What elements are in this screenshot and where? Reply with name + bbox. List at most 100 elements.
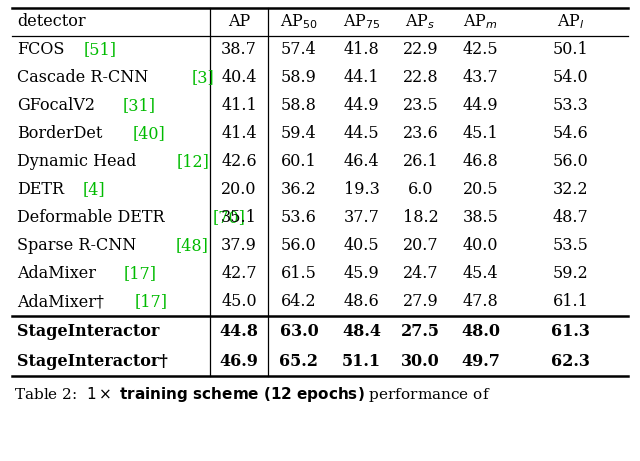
Text: Cascade R-CNN: Cascade R-CNN (17, 70, 148, 87)
Text: 23.6: 23.6 (403, 125, 438, 142)
Text: 46.9: 46.9 (220, 353, 259, 370)
Text: 58.9: 58.9 (281, 70, 317, 87)
Text: 40.0: 40.0 (463, 237, 499, 254)
Text: 51.1: 51.1 (342, 353, 381, 370)
Text: 45.1: 45.1 (463, 125, 499, 142)
Text: AdaMixer: AdaMixer (17, 266, 96, 283)
Text: FCOS: FCOS (17, 41, 65, 59)
Text: AdaMixer†: AdaMixer† (17, 294, 104, 311)
Text: 48.4: 48.4 (342, 323, 381, 339)
Text: GFocalV2: GFocalV2 (17, 97, 95, 114)
Text: AP: AP (228, 13, 250, 30)
Text: detector: detector (17, 13, 86, 30)
Text: Dynamic Head: Dynamic Head (17, 154, 136, 171)
Text: 62.3: 62.3 (551, 353, 590, 370)
Text: 41.8: 41.8 (344, 41, 380, 59)
Text: [40]: [40] (132, 125, 165, 142)
Text: 22.8: 22.8 (403, 70, 438, 87)
Text: 61.3: 61.3 (551, 323, 590, 339)
Text: [48]: [48] (176, 237, 209, 254)
Text: 42.6: 42.6 (221, 154, 257, 171)
Text: [70]: [70] (212, 209, 246, 226)
Text: 43.7: 43.7 (463, 70, 499, 87)
Text: [31]: [31] (123, 97, 156, 114)
Text: 26.1: 26.1 (403, 154, 438, 171)
Text: 58.8: 58.8 (281, 97, 317, 114)
Text: 37.7: 37.7 (344, 209, 380, 226)
Text: 42.5: 42.5 (463, 41, 499, 59)
Text: Sparse R-CNN: Sparse R-CNN (17, 237, 136, 254)
Text: 56.0: 56.0 (281, 237, 317, 254)
Text: 40.5: 40.5 (344, 237, 380, 254)
Text: 50.1: 50.1 (552, 41, 588, 59)
Text: AP$_{75}$: AP$_{75}$ (342, 12, 380, 31)
Text: 59.4: 59.4 (281, 125, 317, 142)
Text: 60.1: 60.1 (281, 154, 317, 171)
Text: 47.8: 47.8 (463, 294, 499, 311)
Text: 27.5: 27.5 (401, 323, 440, 339)
Text: Table 2:  $1\times$ $\bf{training\ scheme\ (12\ epochs)}$ performance of: Table 2: $1\times$ $\bf{training\ scheme… (14, 384, 491, 403)
Text: 54.0: 54.0 (553, 70, 588, 87)
Text: [17]: [17] (124, 266, 157, 283)
Text: [3]: [3] (191, 70, 214, 87)
Text: 48.0: 48.0 (461, 323, 500, 339)
Text: 48.6: 48.6 (344, 294, 380, 311)
Text: 46.4: 46.4 (344, 154, 380, 171)
Text: 24.7: 24.7 (403, 266, 438, 283)
Text: 45.4: 45.4 (463, 266, 499, 283)
Text: 57.4: 57.4 (281, 41, 317, 59)
Text: 22.9: 22.9 (403, 41, 438, 59)
Text: 20.0: 20.0 (221, 182, 257, 199)
Text: 45.9: 45.9 (344, 266, 380, 283)
Text: AP$_{50}$: AP$_{50}$ (280, 12, 318, 31)
Text: 27.9: 27.9 (403, 294, 438, 311)
Text: BorderDet: BorderDet (17, 125, 102, 142)
Text: StageInteractor†: StageInteractor† (17, 353, 168, 370)
Text: 35.1: 35.1 (221, 209, 257, 226)
Text: 53.5: 53.5 (552, 237, 588, 254)
Text: 18.2: 18.2 (403, 209, 438, 226)
Text: 46.8: 46.8 (463, 154, 499, 171)
Text: 54.6: 54.6 (552, 125, 588, 142)
Text: 56.0: 56.0 (552, 154, 588, 171)
Text: 41.4: 41.4 (221, 125, 257, 142)
Text: 59.2: 59.2 (552, 266, 588, 283)
Text: Deformable DETR: Deformable DETR (17, 209, 164, 226)
Text: 45.0: 45.0 (221, 294, 257, 311)
Text: 53.6: 53.6 (281, 209, 317, 226)
Text: 40.4: 40.4 (221, 70, 257, 87)
Text: 61.5: 61.5 (281, 266, 317, 283)
Text: 19.3: 19.3 (344, 182, 380, 199)
Text: AP$_m$: AP$_m$ (463, 12, 498, 31)
Text: 44.1: 44.1 (344, 70, 380, 87)
Text: 63.0: 63.0 (280, 323, 318, 339)
Text: 37.9: 37.9 (221, 237, 257, 254)
Text: 44.8: 44.8 (220, 323, 259, 339)
Text: 53.3: 53.3 (552, 97, 588, 114)
Text: 44.9: 44.9 (344, 97, 380, 114)
Text: 41.1: 41.1 (221, 97, 257, 114)
Text: [17]: [17] (134, 294, 168, 311)
Text: DETR: DETR (17, 182, 64, 199)
Text: 48.7: 48.7 (552, 209, 588, 226)
Text: 6.0: 6.0 (408, 182, 433, 199)
Text: 42.7: 42.7 (221, 266, 257, 283)
Text: 64.2: 64.2 (281, 294, 317, 311)
Text: 65.2: 65.2 (280, 353, 319, 370)
Text: [12]: [12] (176, 154, 209, 171)
Text: 44.5: 44.5 (344, 125, 380, 142)
Text: 38.7: 38.7 (221, 41, 257, 59)
Text: 20.5: 20.5 (463, 182, 499, 199)
Text: 61.1: 61.1 (552, 294, 588, 311)
Text: AP$_s$: AP$_s$ (405, 12, 436, 31)
Text: 44.9: 44.9 (463, 97, 499, 114)
Text: 38.5: 38.5 (463, 209, 499, 226)
Text: [4]: [4] (83, 182, 106, 199)
Text: 20.7: 20.7 (403, 237, 438, 254)
Text: [51]: [51] (83, 41, 116, 59)
Text: AP$_l$: AP$_l$ (557, 12, 584, 31)
Text: 36.2: 36.2 (281, 182, 317, 199)
Text: 30.0: 30.0 (401, 353, 440, 370)
Text: 49.7: 49.7 (461, 353, 500, 370)
Text: StageInteractor: StageInteractor (17, 323, 159, 339)
